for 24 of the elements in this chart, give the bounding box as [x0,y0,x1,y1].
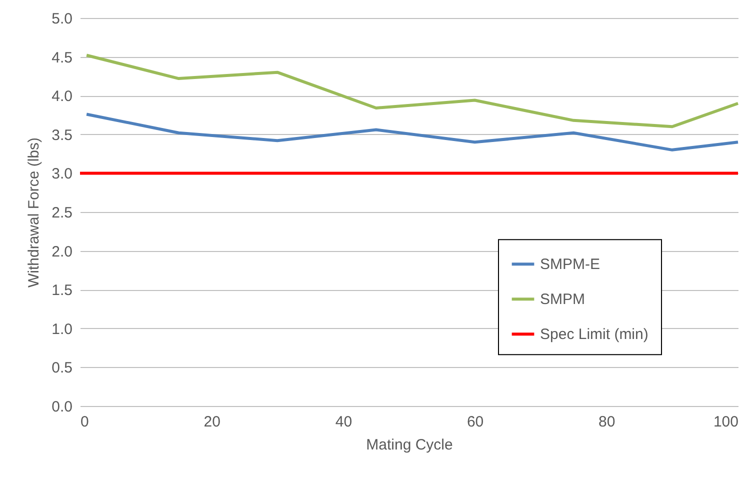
line-series [85,54,740,128]
x-tick-label: 20 [204,414,220,430]
legend-label: Spec Limit (min) [540,326,648,344]
y-tick-label: 5.0 [52,10,72,28]
y-tick-label: 4.0 [52,88,72,106]
y-tick-label: 2.0 [52,243,72,260]
y-tick-label: 1.5 [52,282,72,300]
x-tick-label: 80 [598,414,616,430]
y-tick-label: 2.5 [52,204,72,222]
x-tick-label: 60 [466,414,484,430]
y-tick-label: 3.5 [52,126,72,144]
y-tick-label: 1.0 [52,320,72,338]
x-tick-label: 40 [335,414,352,430]
legend-label: SMPM [540,291,585,308]
y-tick-label: 0.0 [52,398,72,416]
line-series [85,112,740,152]
x-tick-label: 0 [80,414,89,430]
y-tick-label: 3.0 [52,166,72,183]
x-tick-label: 100 [713,414,738,430]
y-tick-label: 4.5 [52,49,72,66]
y-tick-label: 0.5 [52,360,72,377]
y-axis-title: Withdrawal Force (lbs) [26,137,43,288]
legend-label: SMPM-E [540,256,600,274]
x-axis-title: Mating Cycle [366,436,453,454]
